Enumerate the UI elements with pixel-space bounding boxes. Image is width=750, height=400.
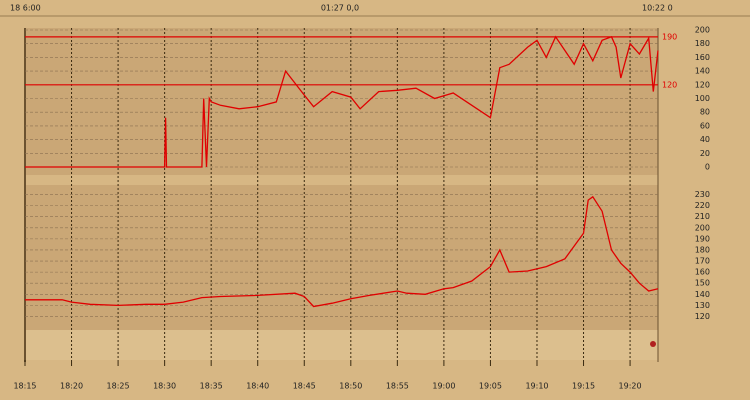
header-left: 18 6:00 — [10, 4, 41, 13]
x-tick-label: 18:40 — [246, 382, 269, 391]
top-panel — [25, 28, 658, 175]
x-tick-label: 18:25 — [107, 382, 130, 391]
x-tick-label: 18:45 — [293, 382, 316, 391]
y-tick-label: 200 — [695, 223, 710, 232]
y-tick-label: 100 — [695, 94, 710, 103]
x-tick-label: 18:35 — [200, 382, 223, 391]
y-tick-label: 150 — [695, 279, 710, 288]
y-tick-label: 160 — [695, 53, 710, 62]
y-tick-label: 180 — [695, 39, 710, 48]
y-tick-label: 120 — [695, 312, 710, 321]
x-tick-label: 18:50 — [339, 382, 362, 391]
reference-label: 120 — [662, 80, 677, 89]
x-tick-label: 19:00 — [432, 382, 455, 391]
y-tick-label: 170 — [695, 257, 710, 266]
header-right: 10:22 0 — [642, 4, 673, 13]
data-line — [25, 35, 659, 168]
y-tick-label: 200 — [695, 26, 710, 35]
y-tick-label: 180 — [695, 245, 710, 254]
y-tick-label: 140 — [695, 67, 710, 76]
y-tick-label: 130 — [695, 301, 710, 310]
x-tick-label: 19:10 — [525, 382, 548, 391]
x-tick-label: 18:15 — [13, 382, 36, 391]
y-tick-label: 40 — [700, 135, 710, 144]
y-tick-label: 220 — [695, 201, 710, 210]
x-tick-label: 18:30 — [153, 382, 176, 391]
x-tick-label: 18:55 — [386, 382, 409, 391]
data-line — [25, 195, 659, 308]
cursor-dot — [650, 341, 656, 347]
y-tick-label: 190 — [695, 234, 710, 243]
x-tick-label: 19:20 — [619, 382, 642, 391]
y-tick-label: 230 — [695, 190, 710, 199]
y-tick-label: 120 — [695, 80, 710, 89]
y-tick-label: 210 — [695, 212, 710, 221]
x-tick-label: 19:05 — [479, 382, 502, 391]
y-tick-label: 20 — [700, 149, 710, 158]
x-tick-label: 19:15 — [572, 382, 595, 391]
y-tick-label: 80 — [700, 108, 710, 117]
y-tick-label: 0 — [705, 163, 710, 172]
y-tick-label: 60 — [700, 121, 710, 130]
y-tick-label: 140 — [695, 290, 710, 299]
x-tick-label: 18:20 — [60, 382, 83, 391]
header-center: 01:27 0,0 — [321, 4, 359, 13]
y-tick-label: 160 — [695, 268, 710, 277]
bottom-strip — [25, 330, 658, 360]
bottom-panel — [25, 185, 658, 330]
reference-label: 190 — [662, 32, 677, 41]
